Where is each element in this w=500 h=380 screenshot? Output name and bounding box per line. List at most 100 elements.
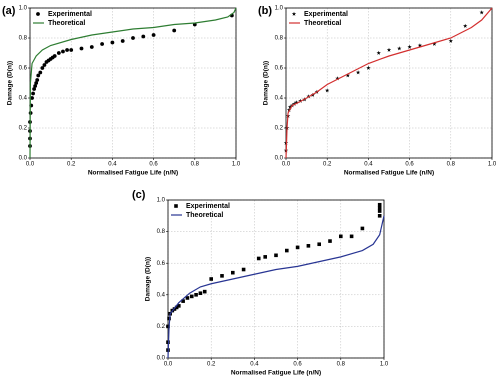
y-tick-label: 0.4 [157, 292, 166, 298]
data-point [355, 70, 361, 75]
x-tick-label: 1.0 [232, 162, 241, 168]
data-point [52, 54, 57, 58]
data-point [295, 245, 300, 250]
data-point [177, 304, 181, 308]
y-tick-label: 1.0 [157, 198, 166, 204]
data-point [89, 45, 94, 49]
y-tick-label: 0.6 [275, 66, 284, 72]
data-point [172, 28, 177, 33]
data-point [166, 324, 170, 329]
data-point [120, 39, 125, 43]
data-point [328, 239, 332, 243]
legend-label: Experimental [304, 11, 348, 18]
data-point [345, 73, 350, 78]
data-point [360, 226, 365, 231]
legend-swatch [36, 12, 40, 16]
data-point [56, 51, 61, 55]
data-point [377, 202, 382, 207]
x-tick-label: 0.4 [250, 362, 259, 368]
data-point [417, 43, 423, 48]
data-point [31, 91, 35, 96]
data-point [263, 255, 267, 259]
data-point [463, 23, 468, 28]
data-point [33, 84, 38, 88]
y-tick-label: 1.0 [19, 6, 28, 12]
x-tick-label: 0.0 [282, 162, 291, 168]
y-tick-label: 0.4 [275, 96, 284, 102]
x-tick-label: 0.6 [149, 162, 158, 168]
data-point [325, 88, 330, 93]
data-point [335, 76, 340, 81]
data-point [110, 40, 115, 45]
data-point [294, 100, 299, 105]
data-point [479, 10, 484, 15]
data-point [377, 206, 382, 210]
data-point [220, 274, 224, 278]
data-point [36, 73, 41, 78]
legend-label: Experimental [186, 203, 230, 210]
y-tick-label: 0.8 [19, 36, 28, 42]
x-tick-label: 0.8 [191, 162, 200, 168]
data-point [42, 63, 47, 67]
theory-line [167, 215, 385, 359]
x-tick-label: 0.0 [26, 162, 35, 168]
x-tick-label: 0.4 [108, 162, 117, 168]
data-point [386, 47, 392, 52]
data-point [274, 253, 278, 258]
theory-line [29, 7, 237, 159]
y-tick-label: 0.4 [19, 96, 28, 102]
chart-panel: (c) 0.0 0.2 0.4 0.6 0.8 1.0 0.0 0.2 0.4 0.6 0.8 1.0 N… [132, 189, 389, 377]
y-axis-title: Damage (D(n)) [7, 61, 14, 105]
data-point [241, 267, 246, 272]
x-tick-label: 1.0 [380, 362, 389, 368]
data-point [61, 49, 65, 54]
data-point [317, 242, 321, 247]
plot-frame [167, 199, 385, 359]
y-tick-label: 0.2 [19, 126, 28, 132]
data-point [286, 107, 292, 112]
data-point [285, 248, 289, 253]
x-tick-label: 0.4 [364, 162, 373, 168]
data-point [339, 234, 343, 239]
y-tick-label: 1.0 [275, 6, 284, 12]
x-tick-label: 0.6 [293, 362, 302, 368]
data-point [256, 256, 261, 261]
y-tick-label: 0.0 [275, 156, 284, 162]
legend-label: Theoretical [304, 20, 341, 27]
data-point [79, 46, 84, 51]
data-point [377, 214, 382, 218]
plot-frame [29, 7, 237, 159]
y-tick-label: 0.8 [275, 36, 284, 42]
data-point [209, 277, 213, 281]
data-point [366, 65, 371, 70]
data-point [38, 70, 43, 75]
y-tick-label: 0.8 [157, 229, 166, 235]
y-axis-title: Damage (D(n)) [263, 61, 270, 105]
legend-label: Theoretical [48, 20, 85, 27]
y-tick-label: 0.2 [157, 324, 166, 330]
data-point [189, 294, 194, 299]
x-axis-title: Normalised Fatigue Life (n/N) [344, 170, 434, 177]
data-point [198, 291, 203, 296]
data-point [432, 41, 437, 46]
legend-label: Experimental [48, 11, 92, 18]
chart-panel: (b) 0.0 0.2 0.4 0.6 0.8 1.0 0.0 0.2 0.4 0.6 0.8 1.0 N… [258, 5, 497, 177]
data-point [397, 46, 402, 51]
legend-swatch [291, 11, 297, 16]
y-tick-label: 0.0 [157, 356, 166, 362]
y-tick-label: 0.6 [157, 261, 166, 267]
theory-line [285, 7, 493, 159]
x-tick-label: 0.2 [67, 162, 76, 168]
panel-label: (a) [2, 5, 16, 17]
x-tick-label: 0.2 [323, 162, 332, 168]
panel-label: (c) [132, 189, 146, 201]
data-point [30, 96, 34, 100]
chart-panel: (a) 0.0 0.2 0.4 0.6 0.8 1.0 0.0 0.2 0.4 0.6 0.8 1.0 N… [2, 5, 241, 177]
x-tick-label: 0.8 [337, 362, 346, 368]
y-tick-label: 0.0 [19, 156, 28, 162]
x-tick-label: 0.2 [207, 362, 216, 368]
data-point [377, 209, 382, 213]
data-point [141, 34, 146, 39]
data-point [181, 299, 185, 303]
